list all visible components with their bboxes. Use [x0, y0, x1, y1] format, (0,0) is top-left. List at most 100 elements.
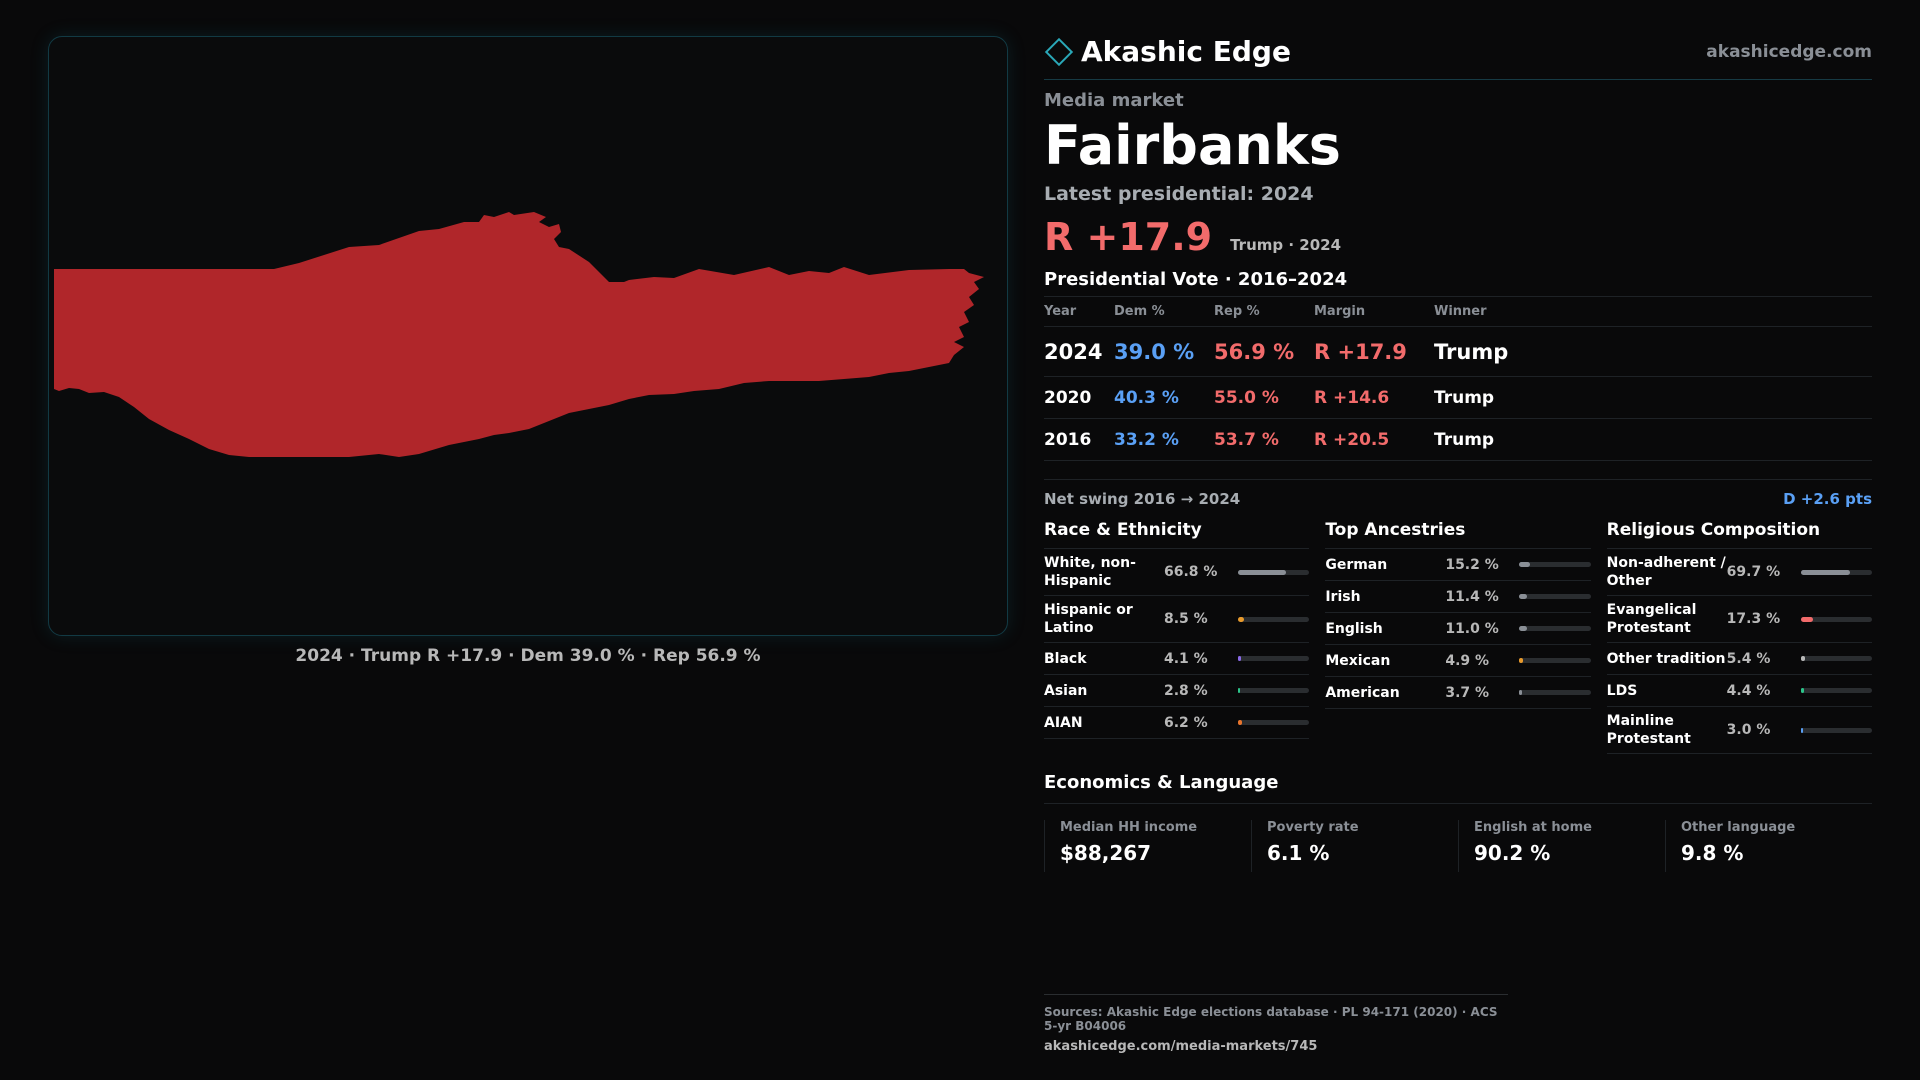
religion-label: Evangelical Protestant [1606, 602, 1697, 636]
race-column: Race & Ethnicity White, non-Hispanic 66.8… [1044, 520, 1310, 754]
religion-label: Non-adherent / Other [1606, 555, 1726, 589]
race-bar-fill [1238, 569, 1286, 575]
religion-title: Religious Composition [1606, 520, 1872, 549]
row-margin: R +14.6 [1314, 376, 1434, 419]
ancestry-bar-fill [1519, 690, 1522, 695]
race-bar-fill [1238, 688, 1240, 693]
vote-table: Year Dem % Rep % Margin Winner 2024 39.0… [1044, 296, 1872, 461]
row-year: 2016 [1044, 418, 1114, 461]
religion-row: Mainline Protestant 3.0 % [1606, 707, 1872, 754]
econ-title: Economics & Language [1044, 772, 1872, 804]
ancestry-list: German 15.2 % Irish 11.4 % English 11.0 % Mexi… [1325, 549, 1591, 709]
table-row: 2020 40.3 % 55.0 % R +14.6 Trump [1044, 376, 1872, 419]
swing-value: D +2.6 pts [1783, 490, 1872, 508]
race-value: 6.2 % [1164, 714, 1208, 731]
religion-row: Other tradition 5.4 % [1606, 643, 1872, 675]
ancestry-label: Mexican [1325, 652, 1391, 669]
ancestry-value: 3.7 % [1445, 684, 1490, 701]
race-bar-fill [1238, 656, 1241, 661]
ancestry-value: 11.4 % [1445, 588, 1499, 605]
race-label: Asian [1044, 682, 1088, 699]
race-label: Black [1044, 650, 1087, 667]
race-row: White, non-Hispanic 66.8 % [1044, 549, 1310, 596]
religion-value: 17.3 % [1726, 611, 1781, 627]
ancestry-bar [1519, 690, 1591, 695]
ancestry-value: 11.0 % [1445, 620, 1499, 637]
religion-bar [1800, 727, 1872, 733]
net-swing-row: Net swing 2016 → 2024 D +2.6 pts [1044, 479, 1872, 508]
econ-label: Poverty rate [1267, 820, 1359, 835]
econ-cell-poverty: Poverty rate 6.1 % [1251, 820, 1458, 872]
market-map [54, 212, 984, 457]
row-rep: 56.9 % [1214, 326, 1314, 377]
econ-label: Other language [1681, 820, 1796, 835]
religion-column: Religious Composition Non-adherent / Oth… [1606, 520, 1872, 754]
row-rep: 53.7 % [1214, 418, 1314, 461]
ancestry-row: English 11.0 % [1325, 613, 1591, 645]
race-label: AIAN [1044, 714, 1083, 731]
econ-row: Median HH income $88,267 Poverty rate 6.… [1044, 820, 1872, 872]
ancestry-label: English [1325, 620, 1383, 637]
map-panel[interactable] [48, 36, 1008, 636]
race-label: Hispanic or Latino [1044, 602, 1133, 636]
race-label: White, non-Hispanic [1044, 555, 1136, 589]
row-dem: 33.2 % [1114, 418, 1214, 461]
col-header-rep: Rep % [1214, 296, 1314, 327]
ancestry-label: Irish [1325, 588, 1361, 605]
row-margin: R +17.9 [1314, 326, 1434, 377]
ancestry-row: Mexican 4.9 % [1325, 645, 1591, 677]
religion-row: LDS 4.4 % [1606, 675, 1872, 707]
market-shape[interactable] [54, 212, 984, 457]
col-header-dem: Dem % [1114, 296, 1214, 327]
diamond-logo-icon [1044, 37, 1074, 66]
map-caption: 2024 · Trump R +17.9 · Dem 39.0 % · Rep … [295, 646, 761, 666]
headline-sub: Trump · 2024 [1230, 236, 1342, 254]
econ-label: English at home [1474, 820, 1592, 835]
ancestry-row: American 3.7 % [1325, 677, 1591, 709]
ancestry-bar-fill [1519, 658, 1523, 663]
religion-row: Evangelical Protestant 17.3 % [1606, 596, 1872, 643]
econ-value: $88,267 [1060, 841, 1152, 865]
race-bar [1238, 688, 1310, 693]
footer-url[interactable]: akashicedge.com/media-markets/745 [1044, 1039, 1318, 1054]
brand-name[interactable]: Akashic Edge [1081, 35, 1291, 68]
econ-cell-income: Median HH income $88,267 [1044, 820, 1251, 872]
econ-value: 90.2 % [1474, 841, 1551, 865]
row-year: 2024 [1044, 326, 1114, 377]
race-value: 4.1 % [1164, 650, 1208, 667]
col-header-winner: Winner [1434, 296, 1872, 327]
row-margin: R +20.5 [1314, 418, 1434, 461]
ancestry-bar-fill [1519, 594, 1528, 599]
page-title: Fairbanks [1044, 114, 1341, 177]
religion-row: Non-adherent / Other 69.7 % [1606, 549, 1872, 596]
religion-bar [1800, 688, 1872, 693]
religion-label: LDS [1606, 682, 1638, 699]
row-dem: 39.0 % [1114, 326, 1214, 377]
religion-bar [1800, 656, 1872, 661]
econ-label: Median HH income [1060, 820, 1198, 835]
footer: Sources: Akashic Edge elections database… [1044, 994, 1508, 1054]
religion-bar [1800, 569, 1872, 575]
market-eyebrow: Media market [1044, 90, 1184, 111]
religion-bar-fill [1800, 616, 1813, 622]
brand-url[interactable]: akashicedge.com [1706, 41, 1872, 62]
row-year: 2020 [1044, 376, 1114, 419]
row-rep: 55.0 % [1214, 376, 1314, 419]
econ-value: 6.1 % [1267, 841, 1330, 865]
ancestry-title: Top Ancestries [1325, 520, 1591, 549]
row-winner: Trump [1434, 418, 1872, 461]
religion-value: 5.4 % [1726, 650, 1771, 667]
race-value: 8.5 % [1164, 611, 1208, 627]
race-list: White, non-Hispanic 66.8 % Hispanic or Lat… [1044, 549, 1310, 739]
table-row: 2024 39.0 % 56.9 % R +17.9 Trump [1044, 326, 1872, 377]
ancestry-bar [1519, 594, 1591, 599]
religion-value: 3.0 % [1726, 722, 1771, 738]
race-bar [1238, 720, 1310, 725]
race-title: Race & Ethnicity [1044, 520, 1310, 549]
econ-cell-english: English at home 90.2 % [1458, 820, 1665, 872]
swing-label: Net swing 2016 → 2024 [1044, 490, 1241, 508]
ancestry-bar [1519, 626, 1591, 631]
ancestry-value: 15.2 % [1445, 556, 1499, 573]
latest-label: Latest presidential: 2024 [1044, 183, 1314, 205]
ancestry-bar-fill [1519, 626, 1528, 631]
